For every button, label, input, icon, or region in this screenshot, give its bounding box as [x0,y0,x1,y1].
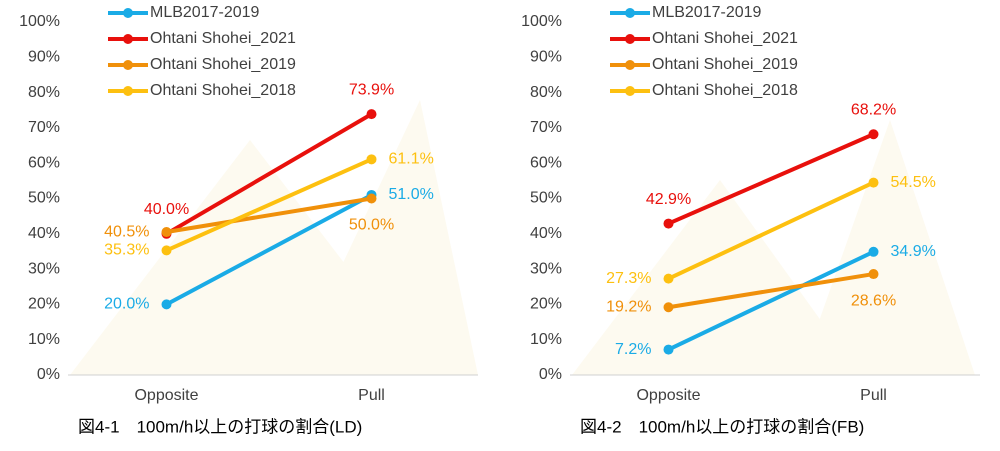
point [663,218,674,229]
data-label: 40.0% [144,201,189,218]
point [161,227,172,238]
y-tick-label: 40% [530,225,562,242]
background-shape [572,180,860,375]
data-label: 61.1% [389,151,434,168]
y-tick-label: 20% [530,296,562,313]
y-tick-label: 40% [28,225,60,242]
legend-marker [123,86,133,96]
y-tick-label: 90% [530,49,562,66]
legend-marker [625,86,635,96]
y-tick-label: 10% [530,331,562,348]
point [868,177,879,188]
caption: 図4-1 100m/h以上の打球の割合(LD) [78,417,362,436]
background-shape [800,120,975,375]
y-tick-label: 30% [28,260,60,277]
data-label: 27.3% [606,270,651,287]
x-tick-label: Opposite [636,387,700,404]
point [161,299,172,310]
y-tick-label: 80% [530,84,562,101]
data-label: 20.0% [104,296,149,313]
legend-label: Ohtani Shohei_2019 [652,56,798,73]
point [663,302,674,313]
legend-label: Ohtani Shohei_2018 [652,82,798,99]
series-line [668,272,874,310]
y-tick-label: 50% [28,190,60,207]
legend-label: MLB2017-2019 [150,4,260,21]
legend-label: MLB2017-2019 [652,4,762,21]
point [868,269,879,280]
y-tick-label: 10% [28,331,60,348]
series-line [165,193,373,307]
point [161,245,172,256]
data-label: 7.2% [615,341,651,358]
legend-marker [123,34,133,44]
y-tick-label: 30% [530,260,562,277]
legend-label: Ohtani Shohei_2021 [150,30,296,47]
legend-marker [625,60,635,70]
series-line [667,249,875,352]
series-line [165,157,373,253]
series-line [165,112,373,236]
point [366,109,377,120]
data-label: 28.6% [851,292,896,309]
legend-label: Ohtani Shohei_2018 [150,82,296,99]
y-tick-label: 80% [28,84,60,101]
point [663,273,674,284]
series-line [667,180,875,281]
data-label: 50.0% [349,217,394,234]
data-label: 54.5% [891,174,936,191]
background-shape [290,100,478,375]
data-label: 19.2% [606,298,651,315]
y-tick-label: 20% [28,296,60,313]
y-tick-label: 60% [28,154,60,171]
data-label: 42.9% [646,191,691,208]
data-label: 73.9% [349,81,394,98]
point [366,154,377,165]
y-tick-label: 70% [28,119,60,136]
legend-marker [123,8,133,18]
y-tick-label: 0% [539,366,562,383]
y-tick-label: 90% [28,49,60,66]
point [366,193,377,204]
series-line [667,132,875,226]
x-tick-label: Opposite [134,387,198,404]
y-tick-label: 50% [530,190,562,207]
legend-marker [123,60,133,70]
y-tick-label: 100% [19,13,60,30]
y-tick-label: 70% [530,119,562,136]
y-tick-label: 100% [521,13,562,30]
series-line [166,196,372,235]
point [663,344,674,355]
point [868,129,879,140]
y-tick-label: 60% [530,154,562,171]
legend-label: Ohtani Shohei_2019 [150,56,296,73]
legend-label: Ohtani Shohei_2021 [652,30,798,47]
data-label: 34.9% [891,243,936,260]
data-label: 68.2% [851,101,896,118]
data-label: 40.5% [104,223,149,240]
legend-marker [625,34,635,44]
caption: 図4-2 100m/h以上の打球の割合(FB) [580,417,864,436]
data-label: 51.0% [389,186,434,203]
point [868,246,879,257]
legend-marker [625,8,635,18]
x-tick-label: Pull [860,387,887,404]
x-tick-label: Pull [358,387,385,404]
y-tick-label: 0% [37,366,60,383]
data-label: 35.3% [104,242,149,259]
